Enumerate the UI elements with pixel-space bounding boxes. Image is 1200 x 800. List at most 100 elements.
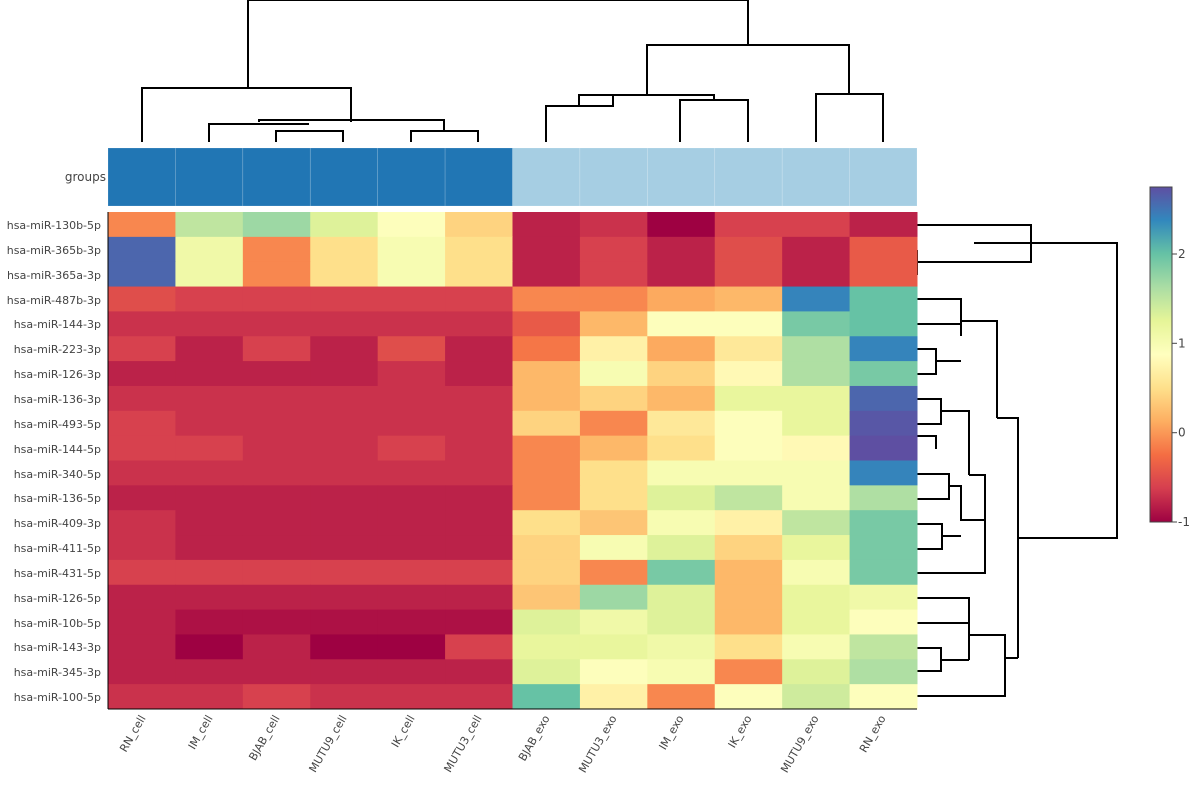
heatmap-cell: [647, 336, 716, 362]
heatmap-cell: [310, 311, 379, 337]
heatmap-cell: [242, 535, 311, 561]
heatmap-cell: [849, 410, 918, 437]
row-label: hsa-miR-100-5p: [14, 691, 101, 704]
row-label: hsa-miR-130b-5p: [7, 219, 101, 232]
heatmap-cell: [512, 311, 581, 337]
heatmap-cell: [849, 659, 918, 685]
heatmap-cell: [849, 261, 918, 288]
heatmap-cell: [714, 584, 783, 611]
heatmap-cell: [108, 510, 176, 536]
heatmap-cell: [108, 559, 176, 586]
heatmap-cell: [714, 659, 783, 685]
heatmap-cell: [377, 261, 446, 288]
row-label: hsa-miR-365b-3p: [7, 244, 101, 257]
group-cell: [444, 147, 513, 207]
column-label: IM_cell: [186, 713, 216, 752]
heatmap-cell: [714, 634, 783, 660]
heatmap-cell: [445, 435, 513, 461]
heatmap-cell: [782, 361, 851, 387]
heatmap-cell: [579, 559, 648, 586]
heatmap-cell: [849, 609, 918, 635]
heatmap-cell: [714, 212, 783, 238]
heatmap-cell: [377, 634, 446, 660]
heatmap-cell: [310, 212, 379, 238]
heatmap-cell: [782, 286, 851, 312]
heatmap-cell: [310, 684, 379, 710]
row-label: hsa-miR-409-3p: [14, 517, 101, 530]
heatmap-cell: [310, 410, 379, 437]
heatmap-cell: [579, 385, 648, 412]
heatmap-cell: [512, 236, 581, 263]
heatmap-cell: [445, 261, 513, 288]
heatmap-cell: [579, 410, 648, 437]
heatmap-cell: [108, 609, 176, 635]
heatmap-cell: [377, 559, 446, 586]
heatmap-cell: [512, 435, 581, 461]
row-label: hsa-miR-144-3p: [14, 318, 101, 331]
heatmap-cells: [108, 212, 918, 710]
heatmap-cell: [445, 684, 513, 710]
heatmap-cell: [714, 410, 783, 437]
group-cell: [647, 147, 716, 207]
colorbar-ticks: -1 0 1 2: [1172, 247, 1190, 529]
heatmap-cell: [714, 485, 783, 511]
heatmap-cell: [310, 510, 379, 536]
heatmap-cell: [310, 286, 379, 312]
heatmap-cell: [108, 435, 176, 461]
heatmap-cell: [108, 659, 176, 685]
heatmap-cell: [108, 385, 176, 412]
colorbar-tick-label: 1: [1178, 336, 1186, 350]
heatmap-cell: [714, 311, 783, 337]
heatmap-cell: [512, 510, 581, 536]
heatmap-cell: [445, 311, 513, 337]
colorbar: -1 0 1 2: [1149, 186, 1190, 529]
heatmap-cell: [175, 535, 244, 561]
heatmap-cell: [714, 261, 783, 288]
heatmap-cell: [108, 410, 176, 437]
heatmap-cell: [512, 535, 581, 561]
heatmap-cell: [310, 659, 379, 685]
heatmap-cell: [242, 435, 311, 461]
heatmap-cell: [175, 584, 244, 611]
heatmap-cell: [310, 236, 379, 263]
heatmap-cell: [242, 510, 311, 536]
row-label: hsa-miR-126-3p: [14, 368, 101, 381]
row-label: hsa-miR-493-5p: [14, 418, 101, 431]
heatmap-cell: [445, 286, 513, 312]
heatmap-cell: [377, 535, 446, 561]
colorbar-gradient: [1149, 186, 1173, 523]
heatmap-cell: [242, 460, 311, 486]
heatmap-cell: [714, 609, 783, 635]
group-cell: [309, 147, 378, 207]
heatmap-cell: [108, 485, 176, 511]
heatmap-cell: [242, 336, 311, 362]
heatmap-cell: [377, 361, 446, 387]
heatmap-cell: [445, 659, 513, 685]
heatmap-cell: [377, 684, 446, 710]
heatmap-cell: [647, 584, 716, 611]
row-label: hsa-miR-136-5p: [14, 492, 101, 505]
heatmap-cell: [782, 311, 851, 337]
heatmap-cell: [175, 311, 244, 337]
heatmap-cell: [647, 460, 716, 486]
heatmap-cell: [175, 385, 244, 412]
heatmap-cell: [108, 261, 176, 288]
heatmap-cell: [377, 385, 446, 412]
column-label: MUTU9_cell: [306, 713, 349, 775]
heatmap-cell: [647, 609, 716, 635]
groups-label: groups: [65, 170, 106, 184]
heatmap-cell: [175, 684, 244, 710]
heatmap-cell: [782, 634, 851, 660]
heatmap-cell: [782, 510, 851, 536]
heatmap-cell: [782, 435, 851, 461]
heatmap-cell: [445, 584, 513, 611]
heatmap-cell: [242, 559, 311, 586]
heatmap-cell: [377, 609, 446, 635]
group-cell: [107, 147, 176, 207]
groups-bar: [107, 147, 918, 207]
heatmap-cell: [377, 336, 446, 362]
heatmap-cell: [108, 361, 176, 387]
heatmap-cell: [782, 410, 851, 437]
row-label: hsa-miR-340-5p: [14, 468, 101, 481]
heatmap-cell: [579, 311, 648, 337]
